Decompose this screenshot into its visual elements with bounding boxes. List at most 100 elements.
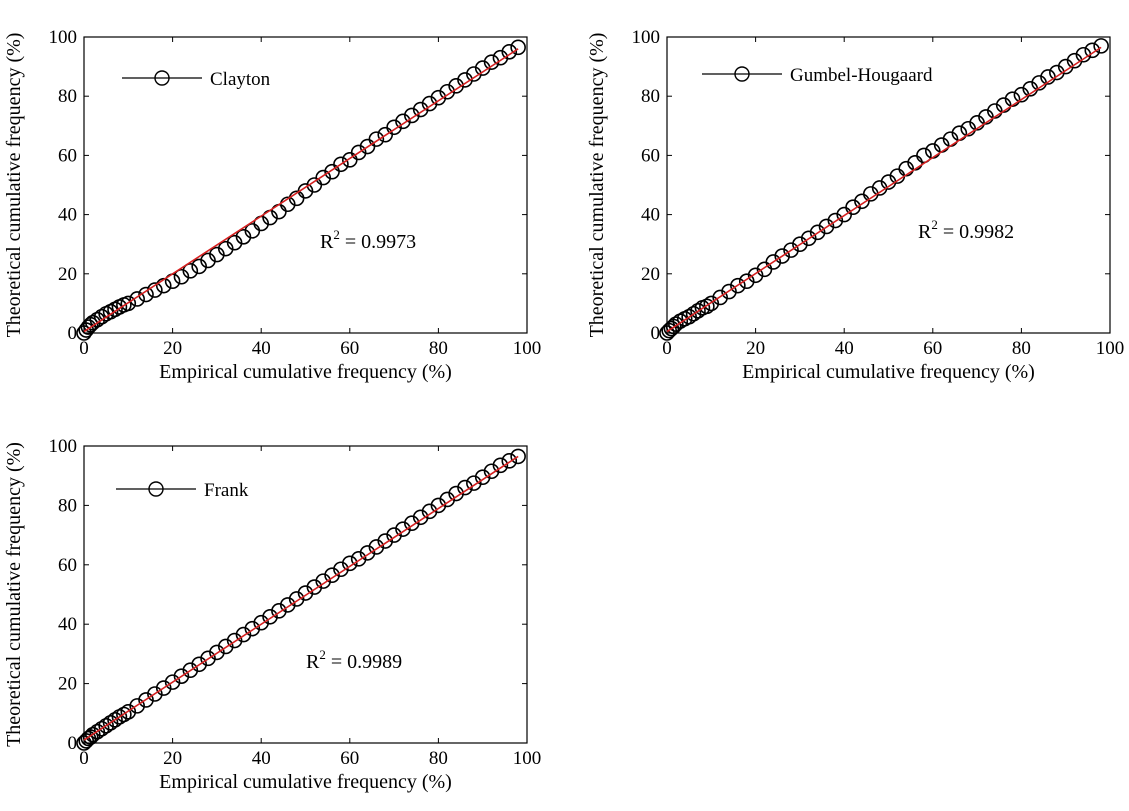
legend: Clayton — [122, 69, 271, 90]
data-point — [492, 457, 509, 474]
x-tick-label: 80 — [1012, 338, 1031, 359]
data-point — [501, 453, 518, 469]
y-tick-label: 100 — [49, 27, 78, 48]
data-point — [703, 295, 720, 312]
data-point — [138, 286, 154, 303]
data-point — [501, 43, 518, 60]
data-point — [89, 311, 106, 328]
x-tick-label: 100 — [513, 748, 542, 769]
data-point — [712, 289, 728, 306]
data-point — [448, 78, 464, 94]
x-tick-label: 60 — [923, 338, 942, 359]
data-point — [129, 291, 145, 307]
y-tick-label: 0 — [68, 323, 78, 344]
data-point — [439, 83, 456, 100]
data-point — [690, 302, 706, 319]
fit-line — [83, 455, 519, 741]
chart-panel-top-right: 0 20 40 60 80 100 0 20 40 60 80 100 Empirical cumula… — [586, 27, 1124, 383]
data-point — [699, 298, 715, 315]
data-point — [421, 95, 438, 112]
x-tick-label: 0 — [79, 748, 89, 769]
x-tick-label: 100 — [1096, 338, 1125, 359]
data-point — [765, 254, 782, 270]
x-tick-label: 0 — [79, 338, 89, 359]
chart-panel-bottom-left: 0 20 40 60 80 100 0 20 40 60 80 100 Empirical cumula… — [3, 436, 541, 793]
data-point — [155, 277, 172, 294]
data-point — [510, 39, 526, 56]
plot-area-frame — [666, 36, 1111, 334]
y-axis-label: Theoretical cumulative frequency (%) — [3, 33, 25, 338]
y-tick-label: 40 — [641, 205, 660, 226]
legend-label: Gumbel-Hougaard — [790, 65, 933, 86]
y-tick-label: 60 — [58, 145, 77, 166]
data-point — [738, 273, 755, 290]
y-tick-label: 0 — [68, 733, 78, 754]
y-tick-label: 100 — [632, 27, 661, 48]
y-axis-label: Theoretical cumulative frequency (%) — [586, 33, 608, 338]
legend: Gumbel-Hougaard — [702, 65, 933, 86]
data-point — [107, 712, 123, 728]
x-tick-label: 60 — [340, 748, 359, 769]
data-point — [721, 283, 737, 300]
data-point — [350, 144, 367, 161]
legend-marker-sample — [734, 66, 750, 82]
data-point — [1084, 42, 1101, 59]
data-point — [818, 218, 835, 235]
data-point — [368, 131, 385, 147]
y-tick-label: 60 — [58, 555, 77, 576]
data-point — [774, 248, 790, 264]
legend-label: Clayton — [210, 69, 271, 90]
x-tick-label: 40 — [835, 338, 854, 359]
x-axis-label: Empirical cumulative frequency (%) — [742, 361, 1035, 383]
r-squared-annotation: R2 = 0.9989 — [306, 647, 402, 673]
y-tick-label: 100 — [49, 436, 78, 457]
legend: Frank — [116, 480, 249, 501]
data-point — [845, 199, 861, 215]
x-tick-label: 40 — [252, 748, 271, 769]
data-point — [730, 277, 746, 294]
data-point — [395, 113, 411, 130]
data-point — [226, 234, 243, 251]
r-squared-annotation: R2 = 0.9982 — [918, 217, 1014, 243]
data-point — [209, 246, 225, 263]
data-point — [792, 236, 808, 252]
x-axis-label: Empirical cumulative frequency (%) — [159, 771, 452, 793]
legend-marker-sample — [148, 481, 164, 497]
y-tick-label: 80 — [641, 86, 660, 107]
legend-label: Frank — [204, 480, 249, 501]
r-squared-value: = 0.9982 — [938, 221, 1014, 243]
data-point — [457, 479, 473, 496]
data-point — [809, 224, 826, 241]
x-tick-label: 80 — [429, 338, 448, 359]
y-tick-label: 40 — [58, 614, 77, 635]
data-point — [987, 103, 1003, 119]
data-point — [969, 115, 985, 131]
data-point — [116, 706, 132, 723]
chart-panel-top-left: 0 20 40 60 80 100 0 20 40 60 80 100 Empirical cumula… — [3, 27, 541, 383]
data-point — [747, 267, 764, 284]
x-tick-label: 20 — [746, 338, 765, 359]
data-point — [315, 169, 332, 186]
y-tick-label: 80 — [58, 86, 77, 107]
x-tick-label: 60 — [340, 338, 359, 359]
data-point — [85, 314, 101, 331]
data-point — [783, 242, 799, 258]
data-point — [681, 308, 697, 325]
plot-area-frame — [83, 445, 528, 744]
data-point — [960, 120, 977, 137]
x-tick-label: 100 — [513, 338, 542, 359]
data-point — [120, 295, 137, 312]
x-tick-label: 40 — [252, 338, 271, 359]
x-tick-label: 80 — [429, 748, 448, 769]
data-point — [510, 448, 526, 465]
fit-line — [83, 48, 519, 333]
r-squared-value: = 0.9973 — [340, 231, 416, 253]
data-point — [827, 212, 844, 229]
r-squared-superscript: 2 — [333, 227, 340, 242]
y-tick-label: 20 — [641, 264, 660, 285]
data-point — [430, 89, 447, 106]
r-squared-prefix: R — [320, 231, 334, 253]
y-tick-label: 80 — [58, 495, 77, 516]
